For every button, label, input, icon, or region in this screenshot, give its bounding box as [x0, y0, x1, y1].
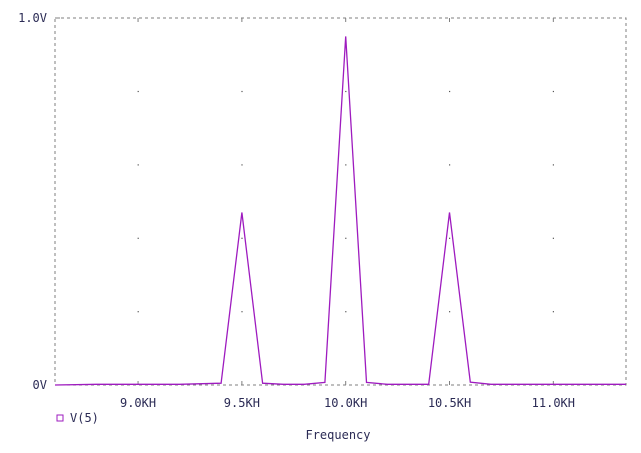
grid-dot [137, 90, 139, 93]
grid-dot [552, 164, 554, 166]
y-axis-ticks: 0V 1.0V [18, 11, 60, 392]
x-tick-label: 9.0KH [120, 396, 156, 410]
grid-dot [137, 311, 139, 313]
grid-dot [137, 164, 139, 166]
grid-dot [345, 164, 347, 166]
legend-label-v5: V(5) [70, 411, 99, 425]
x-tick-label: 9.5KH [224, 396, 260, 410]
grid-dot [137, 237, 139, 239]
grid-dots [137, 90, 554, 313]
series-line-v5 [54, 36, 626, 386]
x-axis-title: Frequency [305, 428, 370, 442]
grid-dot [241, 237, 243, 239]
grid-dot [449, 164, 451, 166]
grid-dot [552, 311, 554, 313]
x-tick-label: 10.0KH [324, 396, 367, 410]
legend: V(5) [56, 411, 99, 425]
grid-dot [449, 90, 451, 93]
plot-frame [54, 17, 627, 386]
grid-dot [449, 311, 451, 313]
grid-dot [241, 164, 243, 166]
series-layer [54, 36, 626, 386]
y-tick-label: 0V [33, 378, 47, 392]
grid-dot [241, 90, 243, 93]
grid-dot [345, 90, 347, 93]
grid-dot [241, 311, 243, 313]
x-tick-label: 10.5KH [428, 396, 471, 410]
y-tick-label: 1.0V [18, 11, 47, 25]
grid-dot [345, 237, 347, 239]
grid-dot [449, 237, 451, 239]
x-axis-ticks: 9.0KH 9.5KH 10.0KH 10.5KH 11.0KH [120, 18, 575, 410]
legend-marker-v5 [56, 414, 64, 422]
x-tick-label: 11.0KH [532, 396, 575, 410]
grid-dot [552, 90, 554, 93]
grid-dot [345, 311, 347, 313]
grid-dot [552, 237, 554, 239]
